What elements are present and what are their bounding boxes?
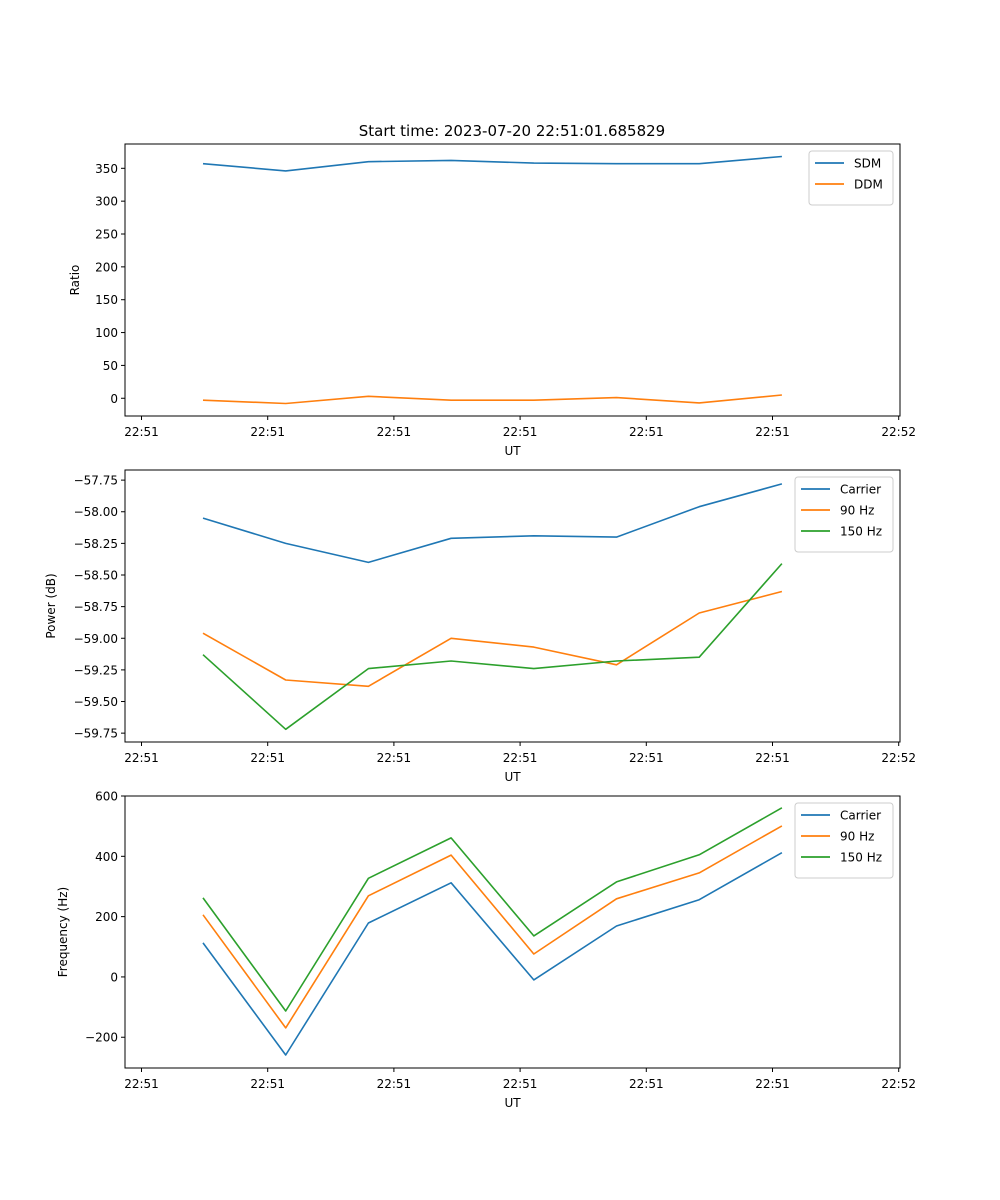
x-tick-label: 22:51 [629, 1077, 664, 1091]
series-line-150-hz [202, 563, 783, 731]
x-tick-label: 22:51 [124, 425, 159, 439]
legend-label: Carrier [840, 483, 881, 497]
y-tick-label: 250 [95, 228, 118, 242]
axes-frame [124, 469, 901, 743]
y-tick-label: −58.00 [74, 505, 118, 519]
x-tick-label: 22:51 [755, 425, 790, 439]
x-tick-label: 22:51 [377, 751, 412, 765]
x-tick-label: 22:51 [124, 751, 159, 765]
y-tick-label: 200 [95, 910, 118, 924]
y-tick-label: −58.75 [74, 600, 118, 614]
y-tick-label: 0 [110, 970, 118, 984]
series-line-150-hz [202, 807, 783, 1012]
y-tick-label: 50 [103, 359, 118, 373]
x-tick-label: 22:51 [503, 1077, 538, 1091]
x-tick-label: 22:51 [755, 1077, 790, 1091]
legend-box [808, 150, 894, 206]
x-tick-label: 22:51 [755, 751, 790, 765]
legend-label: DDM [854, 178, 883, 192]
y-axis-label: Frequency (Hz) [56, 887, 70, 978]
series-line-sdm [202, 155, 782, 172]
x-tick-label: 22:51 [503, 425, 538, 439]
legend-label: 150 Hz [840, 525, 882, 539]
x-axis-label: UT [504, 770, 521, 784]
y-tick-label: −59.75 [74, 727, 118, 741]
y-tick-label: −58.25 [74, 537, 118, 551]
y-tick-label: −59.00 [74, 632, 118, 646]
y-tick-label: 400 [95, 850, 118, 864]
series-line-90-hz [202, 590, 783, 688]
x-tick-label: 22:51 [377, 425, 412, 439]
series-line-carrier [202, 483, 783, 564]
y-tick-label: 350 [95, 162, 118, 176]
y-tick-label: 300 [95, 195, 118, 209]
x-tick-label: 22:52 [881, 1077, 916, 1091]
y-tick-label: −57.75 [74, 474, 118, 488]
axes-frame [124, 143, 901, 417]
x-tick-label: 22:51 [503, 751, 538, 765]
x-tick-label: 22:51 [377, 1077, 412, 1091]
x-tick-label: 22:51 [250, 425, 285, 439]
subplot-2: −59.75 −59.50 −59.25 −59.00 −58.75 −58.50 −58.… [44, 469, 916, 784]
series-line-carrier [202, 852, 783, 1056]
axes-frame [124, 795, 901, 1069]
legend: Carrier 90 Hz 150 Hz [794, 802, 894, 879]
subplot-1: 0 50 100 150 200 250 300 350 22:51 22:51 22:51 22:5… [68, 143, 916, 458]
x-axis-label: UT [504, 1096, 521, 1110]
y-tick-label: −200 [85, 1031, 118, 1045]
x-tick-label: 22:51 [124, 1077, 159, 1091]
legend-box [794, 802, 894, 879]
y-axis-label: Power (dB) [44, 573, 58, 638]
legend-label: SDM [854, 157, 881, 171]
y-tick-label: 100 [95, 326, 118, 340]
x-tick-label: 22:51 [250, 751, 285, 765]
x-tick-label: 22:51 [629, 425, 664, 439]
x-tick-label: 22:52 [881, 425, 916, 439]
legend-label: 90 Hz [840, 830, 874, 844]
x-axis-label: UT [504, 444, 521, 458]
y-tick-label: −59.50 [74, 695, 118, 709]
y-tick-label: 600 [95, 790, 118, 804]
y-tick-label: 150 [95, 293, 118, 307]
legend-label: 150 Hz [840, 851, 882, 865]
series-line-90-hz [202, 825, 783, 1029]
y-tick-label: 0 [110, 392, 118, 406]
series-line-ddm [202, 394, 782, 405]
y-tick-label: 200 [95, 260, 118, 274]
legend-box [794, 476, 894, 553]
figure-title: Start time: 2023-07-20 22:51:01.685829 [359, 122, 665, 140]
y-axis-label: Ratio [68, 265, 82, 296]
legend-label: 90 Hz [840, 504, 874, 518]
subplot-3: −200 0 200 400 600 22:51 22:51 22:51 22:51 22:51 2… [56, 790, 916, 1111]
x-tick-label: 22:51 [250, 1077, 285, 1091]
y-tick-label: −59.25 [74, 663, 118, 677]
x-tick-label: 22:52 [881, 751, 916, 765]
legend: Carrier 90 Hz 150 Hz [794, 476, 894, 553]
y-tick-label: −58.50 [74, 569, 118, 583]
legend: SDM DDM [808, 150, 894, 206]
x-tick-label: 22:51 [629, 751, 664, 765]
legend-label: Carrier [840, 809, 881, 823]
